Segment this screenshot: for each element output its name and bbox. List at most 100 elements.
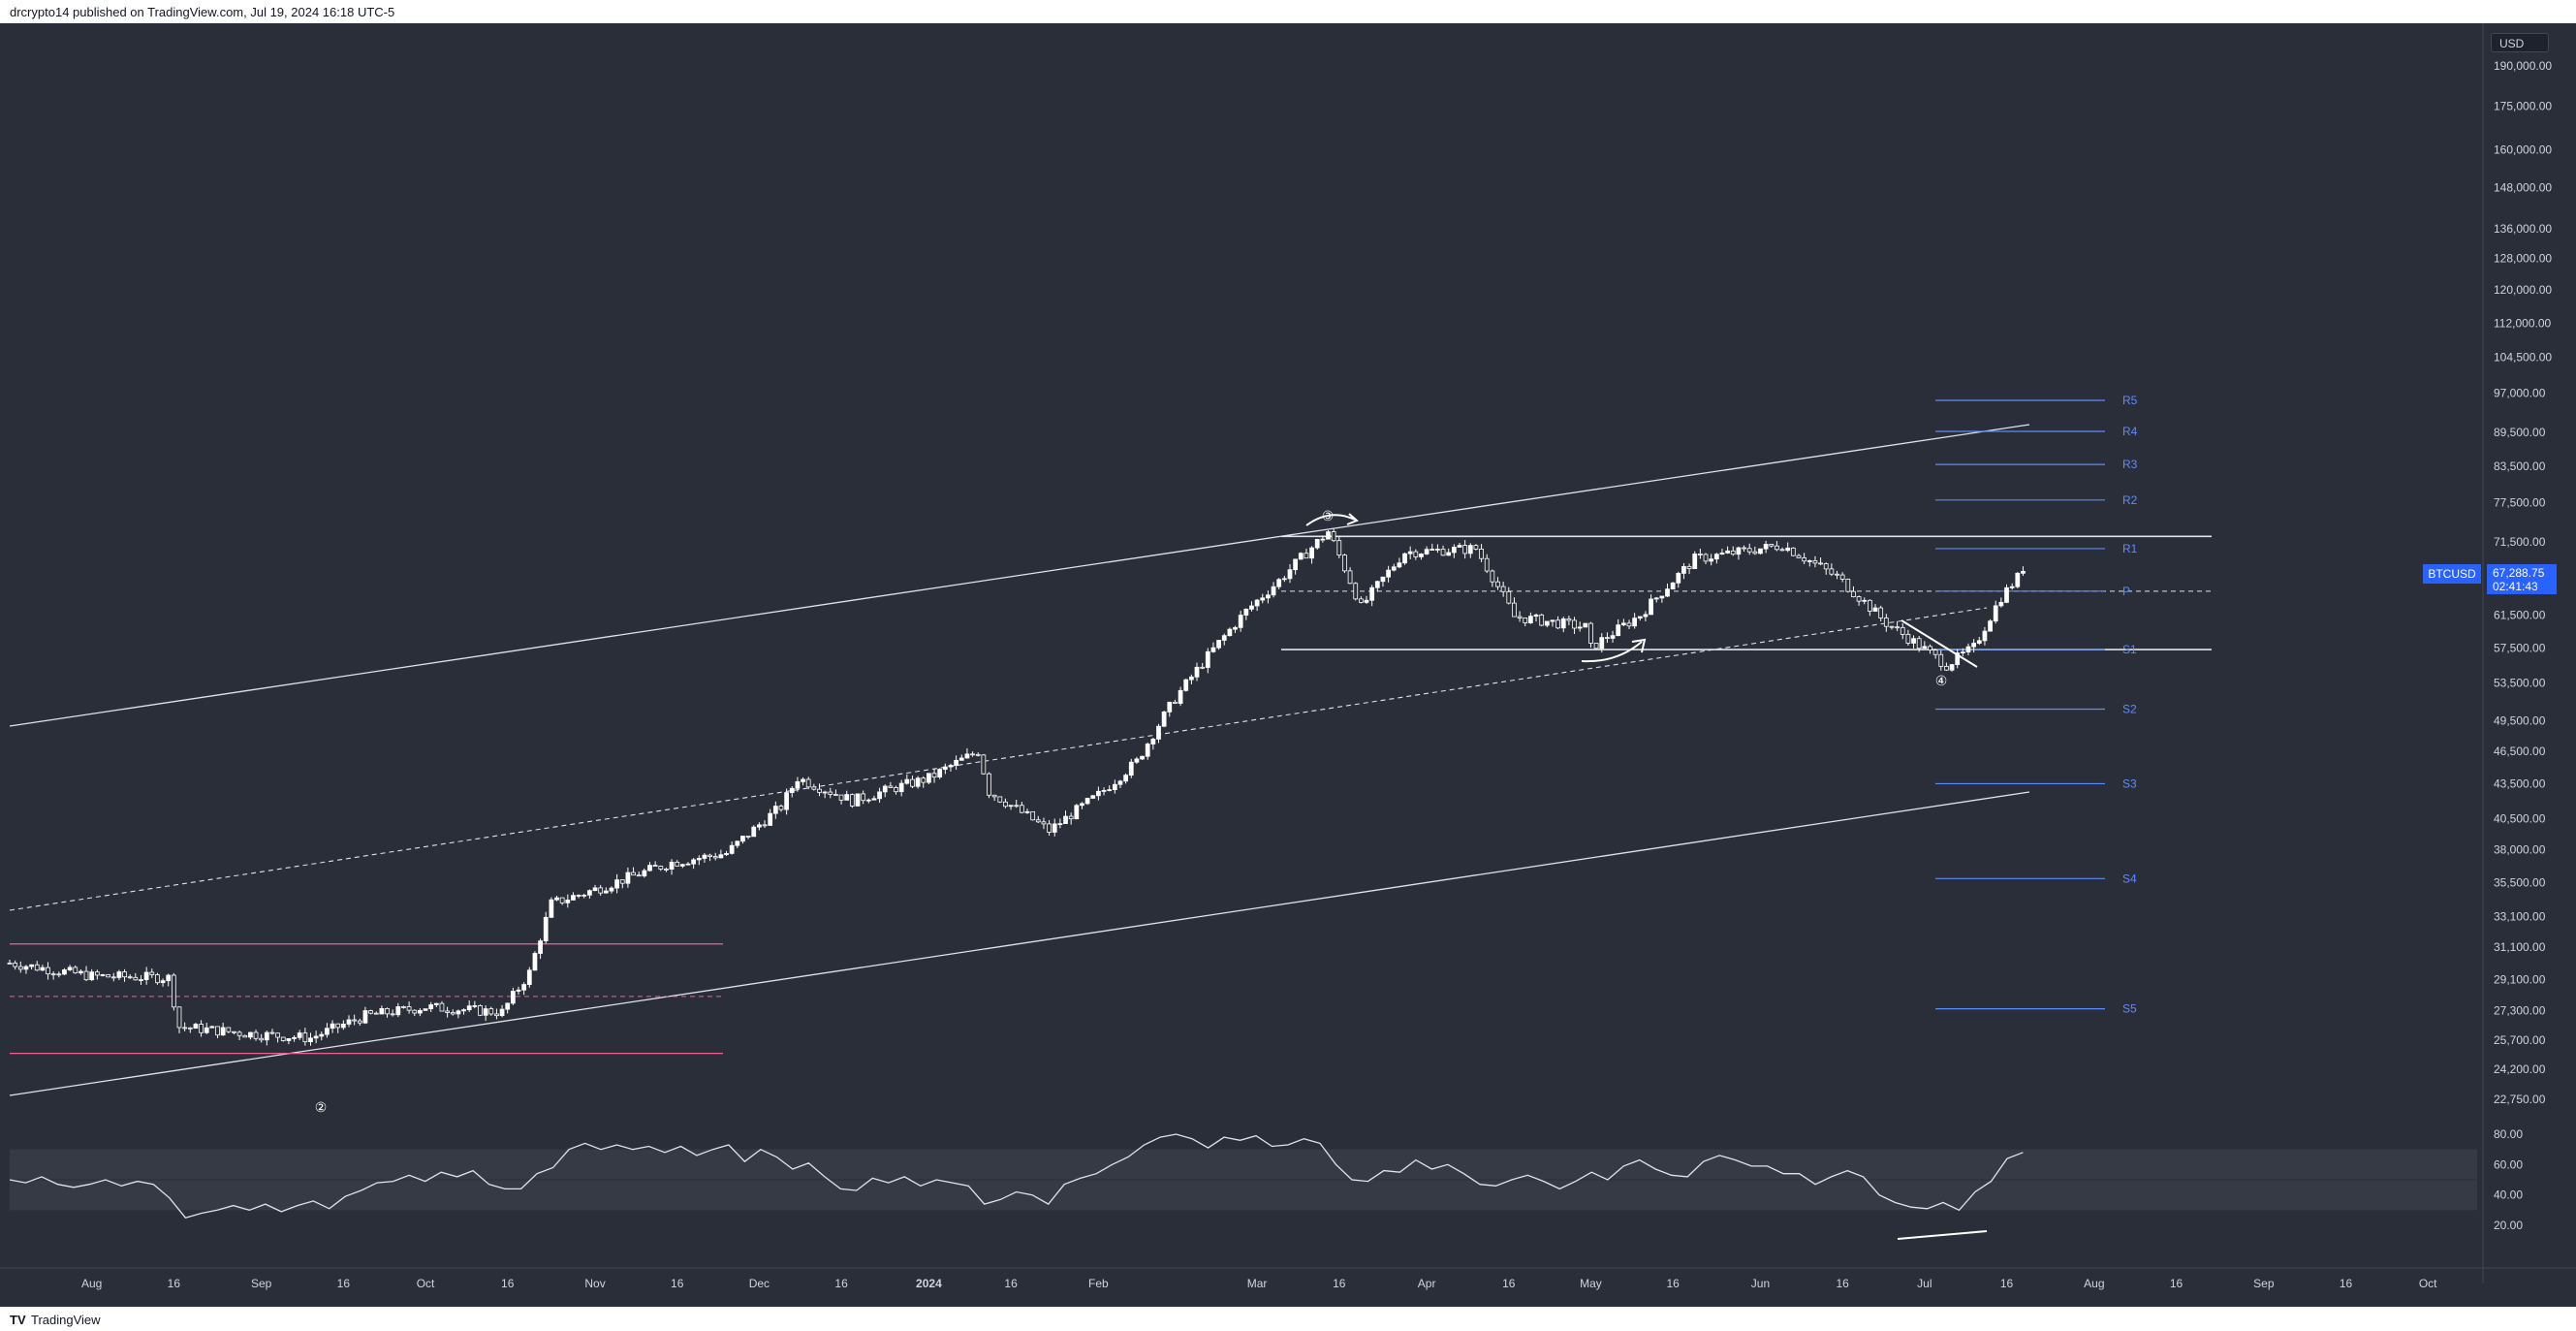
candle: [1008, 805, 1014, 810]
time-axis-tick: 16: [168, 1277, 181, 1290]
candle: [1763, 540, 1769, 554]
candle-body: [1221, 635, 1227, 641]
candle: [368, 1009, 373, 1015]
candle-body: [1117, 780, 1123, 785]
candle-body: [1446, 552, 1452, 556]
candle-body: [1347, 570, 1353, 585]
candle: [1413, 549, 1419, 560]
candle-body: [1583, 622, 1588, 628]
candle-body: [724, 852, 729, 856]
price-axis-tick: 22,750.00: [2494, 1093, 2546, 1106]
channel-upper-line: [9, 424, 2030, 727]
candle: [1616, 618, 1621, 637]
candle: [712, 852, 718, 861]
candle-body: [1577, 626, 1583, 629]
candle: [253, 1030, 259, 1041]
candle-body: [987, 773, 991, 796]
candle-body: [1883, 618, 1889, 627]
candle-body: [34, 964, 40, 971]
candle-body: [1090, 795, 1096, 799]
candle-body: [1353, 583, 1359, 600]
candle: [1112, 779, 1117, 794]
candle: [828, 787, 833, 799]
candle-body: [894, 787, 898, 793]
candle-body: [849, 794, 855, 807]
price-axis-tick: 77,500.00: [2494, 495, 2546, 509]
candle: [954, 755, 959, 771]
candle: [1369, 585, 1375, 607]
candle: [1161, 711, 1167, 728]
price-axis[interactable]: 190,000.00 175,000.00 160,000.00 148,000.00…: [2482, 23, 2552, 1283]
price-axis-tick: 24,200.00: [2494, 1062, 2546, 1076]
candle-body: [73, 967, 79, 974]
candle-body: [1490, 570, 1495, 583]
candle: [609, 886, 614, 894]
candle: [1670, 582, 1676, 590]
candle-body: [1374, 581, 1380, 588]
candle-body: [1527, 616, 1533, 623]
currency-badge[interactable]: USD: [2491, 33, 2549, 52]
candle-body: [1402, 553, 1407, 564]
candle-body: [89, 971, 95, 981]
candle-body: [1605, 637, 1610, 640]
candle-body: [592, 887, 598, 892]
candle-body: [1709, 558, 1714, 562]
candle-body: [1878, 607, 1884, 618]
candle-body: [259, 1037, 265, 1041]
candle-body: [50, 973, 56, 976]
candle-body: [1839, 574, 1845, 580]
candle: [664, 867, 669, 872]
candle-body: [313, 1035, 319, 1039]
candle-body: [110, 976, 116, 979]
candle: [286, 1038, 292, 1045]
candle-body: [193, 1024, 199, 1030]
candle-body: [838, 794, 844, 801]
candle: [1266, 590, 1271, 604]
candle-body: [1123, 775, 1129, 782]
candle: [784, 788, 789, 815]
candle: [406, 1001, 412, 1014]
candle-body: [204, 1027, 209, 1033]
candle-body: [215, 1026, 220, 1036]
candle: [789, 785, 795, 798]
time-axis-tick: Nov: [584, 1277, 605, 1290]
candle: [669, 859, 675, 875]
time-axis[interactable]: Aug 16 Sep 16 Oct 16 Nov 16 Dec 16 2024 16 Feb Mar 16 A…: [0, 1267, 2576, 1290]
candle: [1188, 674, 1194, 684]
candle-body: [1835, 573, 1839, 576]
candle: [433, 1002, 439, 1007]
candle-body: [1670, 582, 1676, 590]
candle-body: [1643, 614, 1649, 618]
candle-body: [740, 836, 745, 842]
candle: [1544, 620, 1550, 628]
candle: [499, 1004, 505, 1018]
candle-body: [958, 757, 964, 761]
candle: [483, 1005, 488, 1022]
candle-body: [253, 1031, 259, 1039]
candle: [226, 1027, 232, 1033]
price-axis-tick: 35,500.00: [2494, 876, 2546, 890]
time-axis-tick: 16: [501, 1277, 515, 1290]
candle: [915, 776, 921, 789]
candle: [428, 1001, 434, 1012]
candle-body: [1829, 568, 1835, 575]
candle: [1610, 630, 1616, 643]
candle-body: [1588, 622, 1593, 644]
candle: [1134, 756, 1140, 764]
candle: [1500, 582, 1506, 597]
candle: [625, 867, 631, 888]
candle: [1402, 552, 1407, 565]
price-chart[interactable]: R5 R4 R3 R2 R1 P S1 S2 S3 S4 S5 190,000.00 175,000.…: [0, 23, 2576, 1307]
candle: [1178, 686, 1183, 707]
candle: [532, 951, 538, 971]
time-axis-tick: 16: [1666, 1277, 1680, 1290]
candle: [1386, 565, 1391, 583]
candle-body: [2009, 586, 2015, 588]
candle-body: [707, 854, 712, 857]
candle-body: [576, 895, 581, 897]
chart-structure: [9, 424, 2212, 1096]
candle-body: [948, 765, 954, 768]
candle-body: [1763, 544, 1769, 550]
candle: [1790, 547, 1796, 556]
candle-body: [1637, 616, 1643, 619]
